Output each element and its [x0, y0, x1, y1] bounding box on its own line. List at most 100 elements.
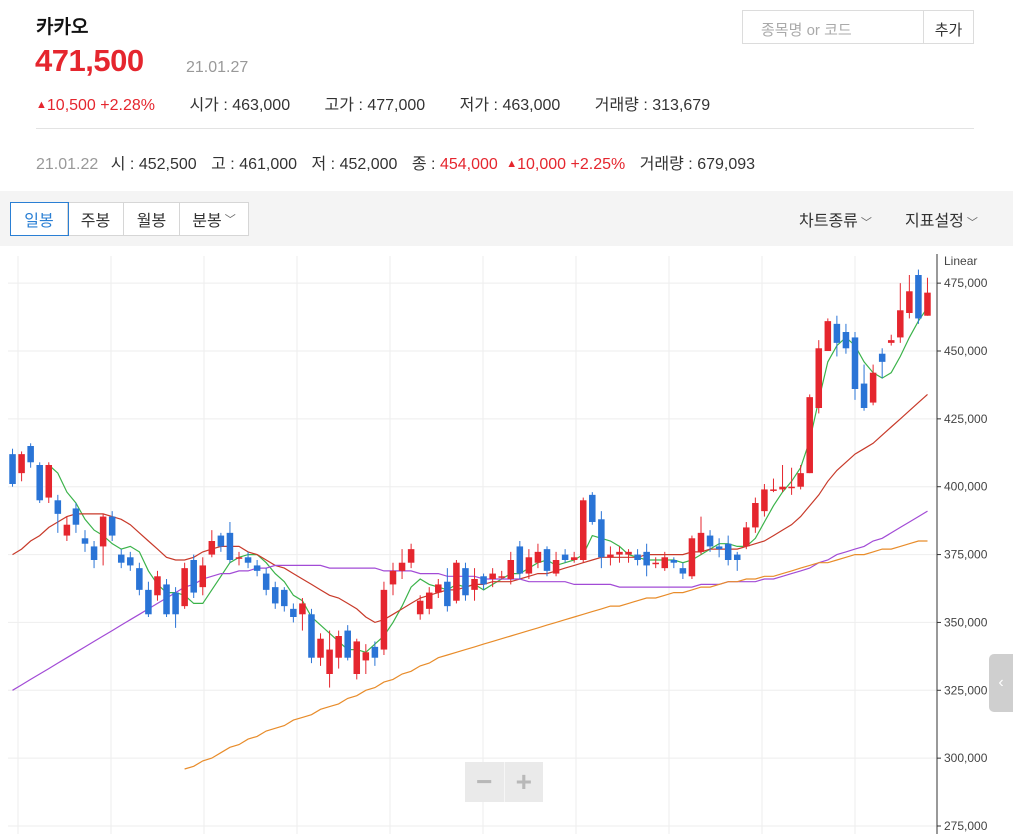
- chevron-down-icon: ﹀: [966, 217, 978, 229]
- prev-low-label: 저: [311, 156, 327, 173]
- candle-up: [181, 568, 188, 607]
- candle-down: [117, 554, 125, 563]
- candle-up: [897, 310, 904, 338]
- indicator-menu[interactable]: 지표설정 ﹀: [905, 207, 978, 231]
- tab-weekly[interactable]: 주봉: [68, 203, 124, 235]
- candle-down: [842, 332, 850, 349]
- open-label: 시가: [189, 97, 219, 114]
- candle-down: [670, 560, 678, 563]
- candle-up: [45, 465, 53, 498]
- candle-down: [262, 573, 270, 590]
- candle-down: [679, 568, 687, 574]
- candle-up: [317, 638, 324, 658]
- candle-up: [797, 473, 804, 487]
- change-value: 10,500: [46, 97, 96, 114]
- candle-down: [561, 554, 569, 560]
- candle-up: [924, 292, 931, 316]
- candle-down: [308, 614, 315, 658]
- candle-down: [543, 549, 551, 571]
- prev-close: 454,000: [439, 156, 498, 173]
- candle-up: [471, 579, 478, 590]
- candle-down: [344, 630, 351, 658]
- tab-daily[interactable]: 일봉: [10, 202, 69, 236]
- candle-down: [715, 546, 723, 550]
- y-tick-label: 475,000: [944, 276, 988, 290]
- candle-down: [860, 383, 868, 408]
- candle-up: [353, 641, 361, 674]
- candle-up: [453, 562, 460, 601]
- moving-average-lines: [12, 307, 928, 770]
- candle-up: [407, 549, 415, 563]
- chart-type-label: 차트종류: [799, 213, 858, 230]
- scale-label: Linear: [944, 254, 977, 268]
- candle-down: [9, 454, 16, 484]
- y-tick-label: 400,000: [944, 480, 988, 494]
- zoom-in-button[interactable]: +: [515, 766, 532, 797]
- prev-date: 21.01.22: [36, 156, 99, 173]
- y-tick-label: 300,000: [944, 751, 988, 765]
- candle-up: [761, 489, 768, 512]
- candle-up: [63, 524, 71, 536]
- candle-down: [253, 565, 261, 571]
- candle-down: [136, 568, 143, 590]
- y-tick-label: 375,000: [944, 548, 988, 562]
- candle-up: [815, 348, 823, 408]
- price-date: 21.01.27: [186, 59, 249, 76]
- candle-down: [226, 532, 234, 560]
- low-value: 463,000: [502, 97, 561, 114]
- candle-up: [199, 565, 207, 588]
- candle-down: [371, 646, 379, 658]
- candle-up: [788, 486, 795, 489]
- zoom-control: − +: [465, 762, 543, 802]
- candle-down: [281, 589, 288, 607]
- candle-down: [915, 275, 922, 319]
- candlestick-chart[interactable]: Linear 275,000 300,000 325,000 350,000 375,0…: [0, 246, 1013, 834]
- candle-up: [906, 291, 913, 313]
- candle-up: [425, 592, 433, 609]
- side-panel-toggle[interactable]: ‹: [989, 654, 1013, 712]
- candle-up: [688, 538, 696, 577]
- candle-up: [779, 486, 786, 490]
- candle-down: [108, 516, 116, 536]
- candle-up: [498, 576, 505, 578]
- y-tick-label: 350,000: [944, 615, 988, 629]
- candle-down: [27, 446, 34, 463]
- change-percent: +2.28%: [100, 97, 155, 114]
- candle-up: [362, 652, 370, 661]
- candle-down: [290, 608, 297, 617]
- candle-down: [72, 508, 80, 525]
- high-label: 고가: [324, 97, 354, 114]
- candle-down: [480, 576, 487, 585]
- candle-up: [154, 576, 161, 596]
- prev-open: 452,500: [138, 156, 197, 173]
- candle-up: [770, 489, 777, 491]
- prev-change-percent: +2.25%: [570, 156, 626, 173]
- ma-line-ma120: [184, 540, 928, 770]
- candle-down: [462, 568, 469, 596]
- candle-down: [81, 538, 89, 544]
- candle-down: [833, 323, 841, 343]
- tab-monthly[interactable]: 월봉: [124, 203, 180, 235]
- candle-down: [706, 535, 714, 547]
- ma-line-ma20: [12, 393, 928, 624]
- prev-volume-label: 거래량: [639, 156, 684, 173]
- prev-change: 10,000: [517, 156, 567, 173]
- candle-down: [190, 560, 197, 593]
- zoom-out-button[interactable]: −: [465, 762, 505, 802]
- up-triangle-icon: ▲: [36, 99, 47, 111]
- candle-down: [878, 353, 886, 362]
- chart-grid: [8, 256, 937, 834]
- candle-up: [389, 570, 397, 585]
- period-tabs: 일봉 주봉 월봉 분봉 ﹀: [10, 202, 249, 236]
- search-input[interactable]: 종목명 or 코드: [742, 10, 924, 44]
- candle-down: [733, 554, 741, 560]
- add-button[interactable]: 추가: [923, 10, 974, 44]
- chevron-down-icon: ﹀: [224, 214, 236, 226]
- candle-up: [326, 649, 333, 674]
- y-tick-label: 275,000: [944, 819, 988, 833]
- tab-minute[interactable]: 분봉 ﹀: [180, 203, 248, 235]
- candles: [9, 269, 931, 688]
- candle-down: [172, 592, 179, 615]
- chart-type-menu[interactable]: 차트종류 ﹀: [799, 207, 872, 231]
- candle-up: [416, 600, 424, 615]
